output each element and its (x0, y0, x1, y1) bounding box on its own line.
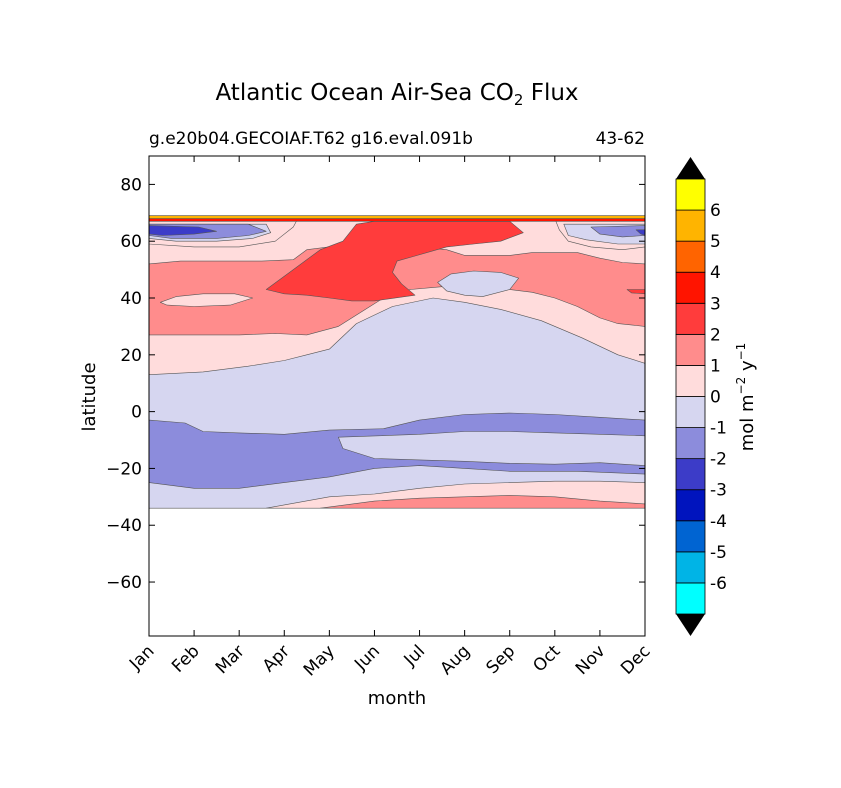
colorbar-tick-label: -4 (710, 512, 727, 532)
colorbar-cell (675, 302, 706, 335)
y-tick-label: 0 (131, 403, 142, 423)
colorbar-cell (675, 489, 706, 522)
colorbar-tick-label: -2 (710, 450, 727, 470)
contour-region-5 (265, 221, 524, 302)
x-tick-label: Mar (212, 641, 249, 678)
contour-region-7 (626, 289, 645, 295)
y-tick-label: 60 (120, 232, 142, 252)
colorbar-tick-label: -6 (710, 574, 727, 594)
chart-title: Atlantic Ocean Air-Sea CO2 Flux (215, 80, 578, 109)
colorbar-cell (675, 458, 706, 491)
colorbar-cell (675, 396, 706, 428)
x-tick-label: Nov (572, 641, 610, 679)
colorbar-ticks: -6 -5 -4 -3 -2 -1 0 1 2 3 4 5 6 (710, 201, 727, 594)
y-axis-label: latitude (79, 362, 100, 431)
colorbar-tick-label: -3 (710, 481, 727, 501)
colorbar-cells (675, 157, 706, 636)
colorbar-tick-label: 1 (710, 356, 721, 376)
colorbar-cell (675, 271, 706, 304)
y-tick-label: −40 (106, 516, 142, 536)
contour-region-14 (590, 225, 645, 238)
plot-frame (148, 155, 646, 637)
colorbar: -6 -5 -4 -3 -2 -1 0 1 2 3 4 5 6 mol m−2 y−1 (675, 157, 758, 636)
colorbar-tick-label: 4 (710, 263, 721, 283)
contour-region-3 (160, 293, 253, 307)
x-tick-label: Feb (168, 641, 203, 676)
x-tick-label: Oct (529, 641, 564, 676)
contour-region-11 (149, 225, 217, 236)
contour-region-21 (319, 495, 645, 509)
contour-region-6 (437, 270, 520, 297)
x-tick-label: Sep (482, 641, 519, 678)
contour-region-17 (149, 215, 645, 219)
colorbar-cell (675, 178, 706, 211)
colorbar-label: mol m−2 y−1 (734, 343, 758, 452)
colorbar-cell (675, 333, 706, 366)
colorbar-extend-max (676, 157, 705, 179)
colorbar-cell (675, 551, 706, 584)
colorbar-tick-label: -5 (710, 543, 727, 563)
colorbar-tick-label: 0 (710, 388, 721, 408)
colorbar-extend-min (676, 614, 705, 636)
contour-region-19 (338, 431, 645, 466)
chart-subtitle-right: 43-62 (596, 129, 645, 149)
y-tick-label: 80 (120, 175, 142, 195)
y-tick-label: −60 (106, 573, 142, 593)
y-tick-label: 40 (120, 289, 142, 309)
colorbar-cell (675, 520, 706, 553)
colorbar-tick-label: 6 (710, 201, 721, 221)
colorbar-tick-label: -1 (710, 419, 727, 439)
x-axis-label: month (368, 688, 426, 709)
x-tick-label: Jun (350, 641, 384, 675)
y-tick-label: −20 (106, 459, 142, 479)
colorbar-cell (675, 365, 706, 397)
x-tick-label: Apr (259, 641, 294, 676)
colorbar-tick-label: 3 (710, 294, 721, 314)
contour-region-16 (149, 218, 645, 222)
x-tick-label: Jan (125, 641, 158, 674)
colorbar-tick-label: 5 (710, 232, 721, 252)
contour-region-15 (635, 229, 645, 236)
colorbar-tick-label: 2 (710, 325, 721, 345)
chart-subtitle-left: g.e20b04.GECOIAF.T62 g16.eval.091b (149, 129, 473, 149)
colorbar-cell (675, 582, 706, 615)
y-tick-label: 20 (120, 346, 142, 366)
plot-area: Jan Feb Mar Apr May Jun Jul Aug Sep Oct Nov Dec 80 6… (106, 155, 655, 680)
colorbar-cell (675, 209, 706, 242)
x-tick-label: Dec (617, 641, 654, 678)
contour-regions (149, 215, 645, 509)
colorbar-cell (675, 427, 706, 460)
x-tick-label: Aug (437, 641, 475, 679)
colorbar-cell (675, 240, 706, 273)
x-tick-label: May (300, 641, 339, 680)
x-tick-label: Jul (400, 641, 429, 670)
y-axis: 80 60 40 20 0 −20 −40 −60 (106, 175, 645, 593)
